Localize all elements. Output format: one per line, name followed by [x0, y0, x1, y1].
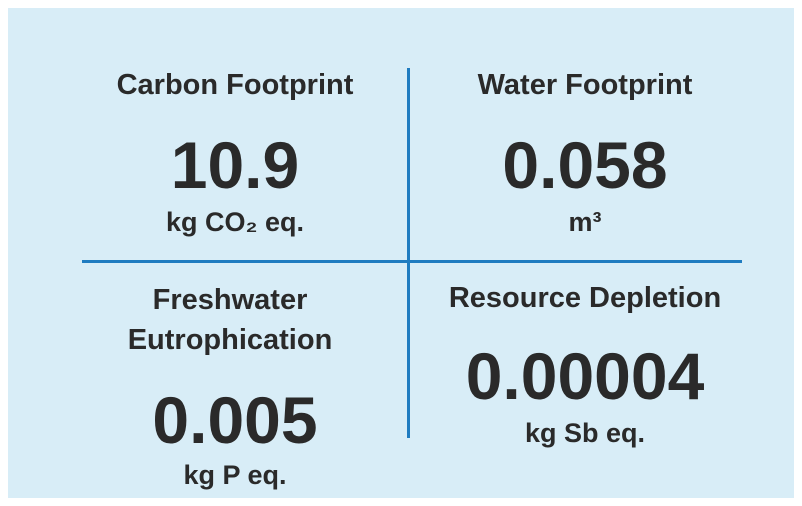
panel-title: Water Footprint — [477, 69, 693, 101]
panel-value: 10.9 — [170, 128, 300, 202]
panel-unit: kg CO₂ eq. — [165, 207, 305, 237]
panel-unit: m³ — [568, 207, 602, 237]
panel-title: Carbon Footprint — [116, 69, 354, 101]
panel-unit: kg P eq. — [183, 460, 287, 490]
divider-vertical — [407, 68, 410, 438]
panel-title: Freshwater Eutrophication — [127, 284, 333, 356]
panel-value: 0.005 — [152, 383, 318, 457]
infographic: Carbon Footprint 10.9 kg CO₂ eq. Water F… — [8, 8, 794, 498]
panel-value: 0.00004 — [465, 339, 705, 413]
divider-horizontal — [82, 260, 742, 263]
panel-value: 0.058 — [502, 128, 668, 202]
panel-unit: kg Sb eq. — [524, 418, 646, 448]
panel-title: Resource Depletion — [448, 282, 722, 314]
